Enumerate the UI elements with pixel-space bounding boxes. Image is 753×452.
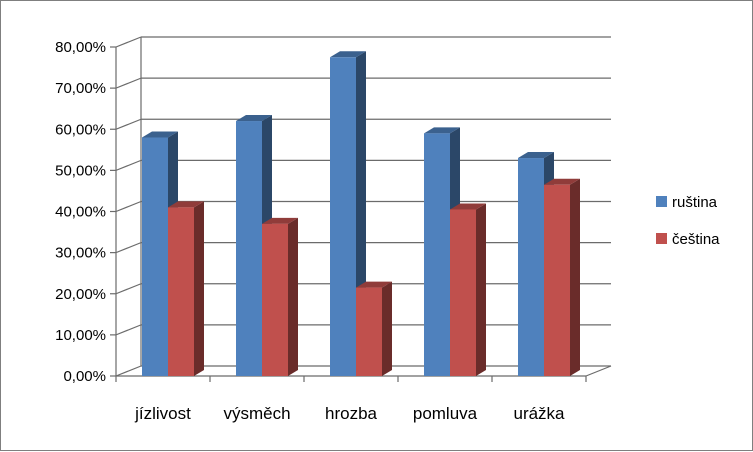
bar-front — [236, 121, 262, 377]
gridline-depth — [115, 159, 142, 171]
bar-front — [450, 209, 476, 376]
legend-item-ruština: ruština — [656, 194, 718, 211]
y-tick-labels: 0,00% 10,00% 20,00% 30,00% 40,00% 50,00% 60,00… — [55, 39, 106, 385]
bar-čeština-urážka — [544, 178, 580, 376]
x-tick-labels: jízlivost výsměch hrozba pomluva urážka — [134, 404, 565, 423]
x-tick-label: hrozba — [325, 404, 378, 423]
bar-top — [168, 201, 204, 208]
gridline-depth — [115, 324, 142, 336]
bar-front — [142, 137, 168, 376]
bar-čeština-výsměch — [262, 217, 298, 376]
bar-front — [424, 133, 450, 376]
bars — [142, 51, 580, 377]
bar-top — [518, 152, 554, 159]
bar-top — [544, 178, 580, 185]
bar-front — [544, 184, 570, 376]
legend-swatch — [656, 196, 667, 207]
legend-swatch — [656, 233, 667, 244]
y-tick-label: 70,00% — [55, 80, 106, 97]
bar-top — [236, 115, 272, 122]
legend-item-čeština: čeština — [656, 231, 720, 248]
bar-čeština-pomluva — [450, 203, 486, 376]
bar-čeština-hrozba — [356, 281, 392, 376]
legend-label: čeština — [672, 231, 720, 248]
y-tick-label: 60,00% — [55, 121, 106, 138]
gridline-depth — [115, 242, 142, 254]
x-tick-label: výsměch — [223, 404, 290, 423]
bar-top — [142, 131, 178, 138]
bar-top — [424, 127, 460, 134]
y-tick-label: 40,00% — [55, 204, 106, 221]
bar-front — [262, 223, 288, 376]
bar-čeština-jízlivost — [168, 201, 204, 376]
y-tick-label: 50,00% — [55, 162, 106, 179]
bar-front — [168, 207, 194, 376]
x-tick-label: jízlivost — [134, 404, 191, 423]
legend: ruština čeština — [656, 194, 720, 248]
x-tick-label: pomluva — [413, 404, 478, 423]
bar-top — [450, 203, 486, 210]
bar-front — [330, 57, 356, 376]
gridline-depth — [115, 283, 142, 295]
y-tick-label: 20,00% — [55, 286, 106, 303]
floor-edge — [585, 365, 612, 377]
bar-side — [288, 217, 298, 376]
bar-top — [356, 281, 392, 288]
y-tick-label: 10,00% — [55, 327, 106, 344]
bar-side — [570, 178, 580, 376]
gridline-depth — [115, 200, 142, 213]
legend-label: ruština — [672, 194, 718, 211]
gridline-depth — [115, 118, 142, 130]
x-tick-label: urážka — [513, 404, 565, 423]
bar-front — [356, 287, 382, 376]
y-tick-label: 80,00% — [55, 39, 106, 56]
bar-front — [518, 158, 544, 376]
bar-top — [262, 217, 298, 224]
bar-side — [194, 201, 204, 376]
bar-side — [476, 203, 486, 376]
y-tick-label: 30,00% — [55, 245, 106, 262]
bar-top — [330, 51, 366, 58]
gridline-depth — [115, 77, 142, 89]
gridline-depth — [115, 365, 142, 377]
gridline-depth — [115, 36, 142, 48]
y-tick-label: 0,00% — [63, 368, 106, 385]
bar-side — [382, 281, 392, 376]
